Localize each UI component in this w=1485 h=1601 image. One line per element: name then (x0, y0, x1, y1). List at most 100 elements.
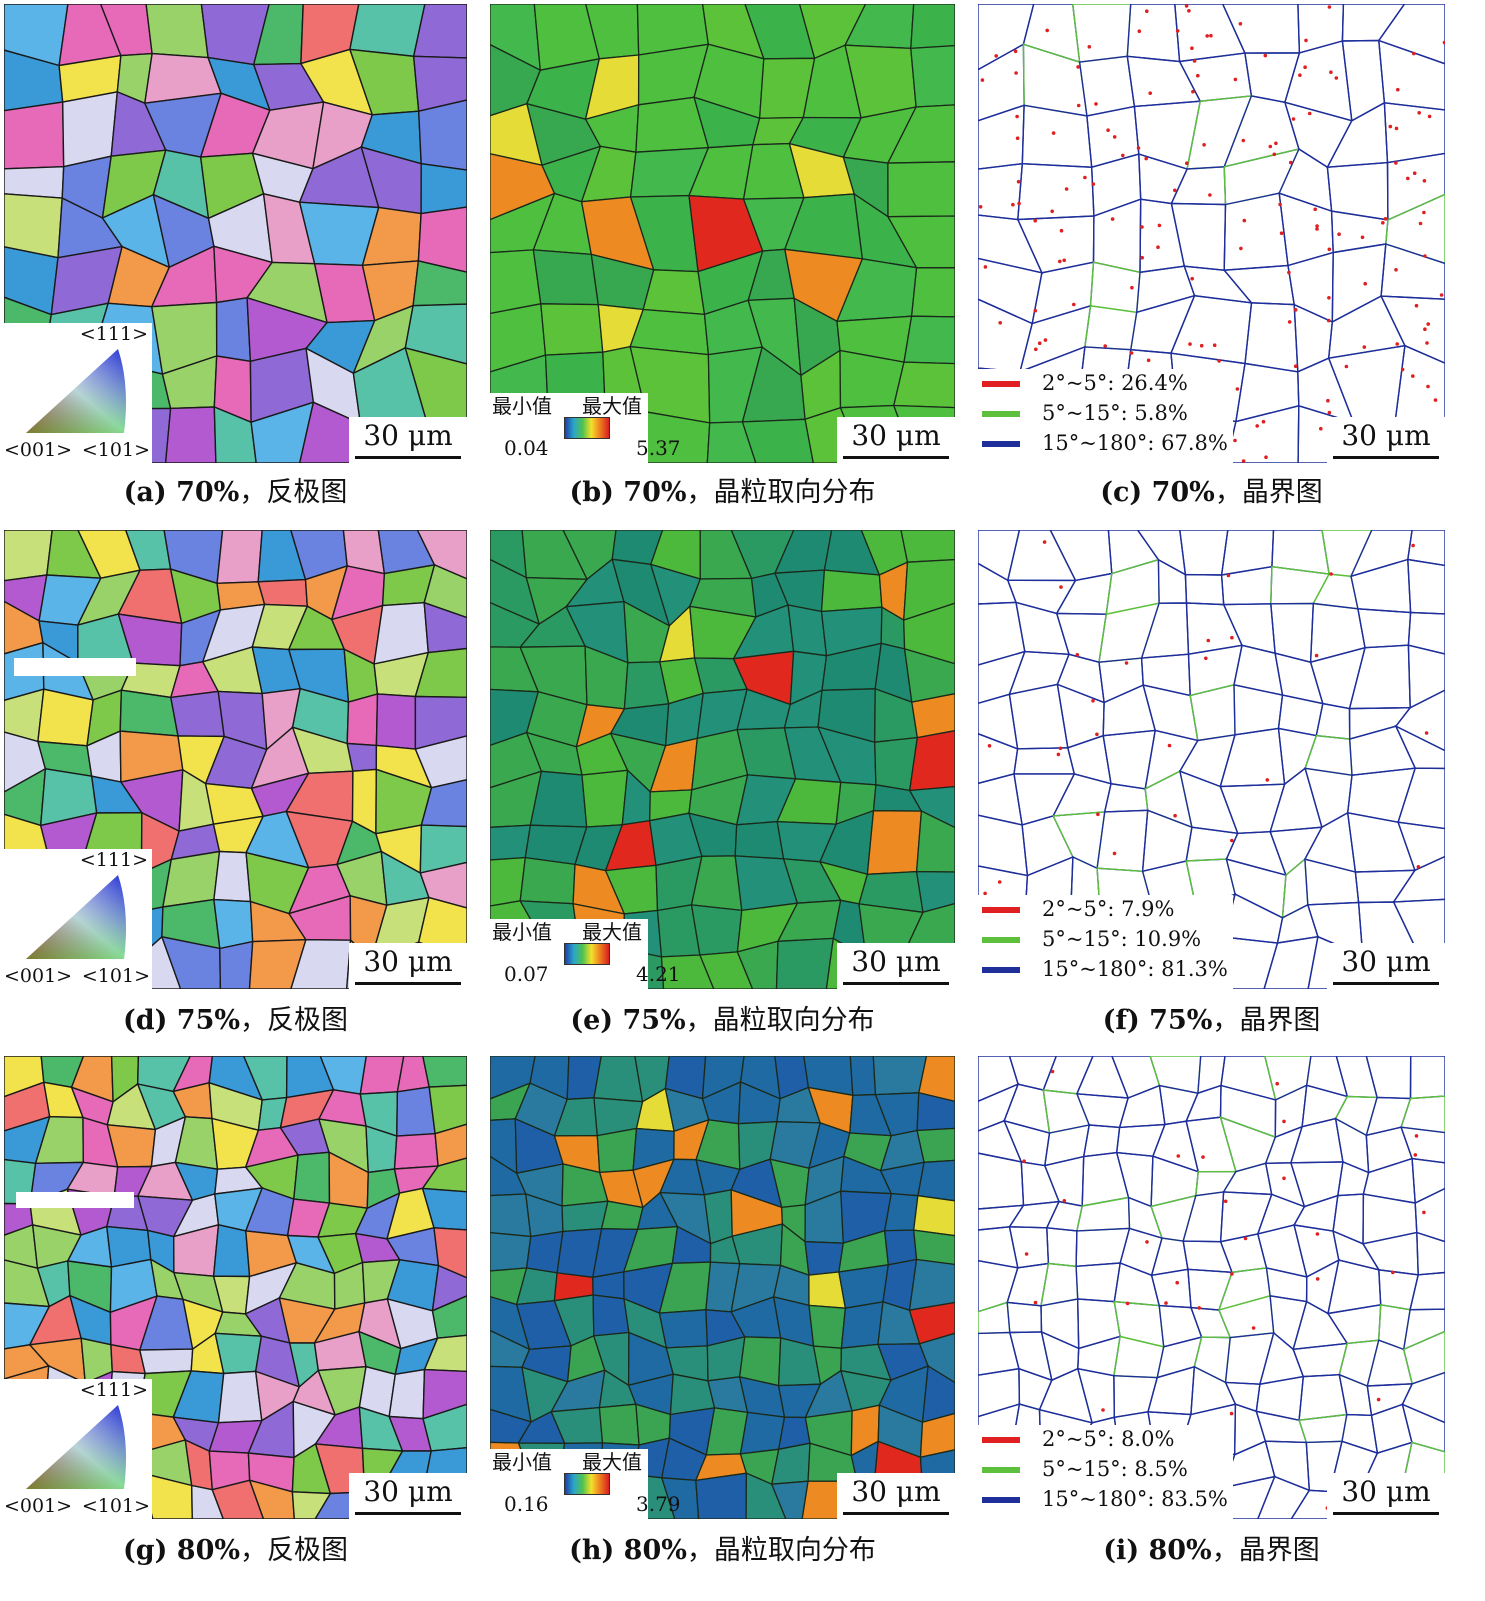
grain (1127, 1196, 1164, 1240)
low-angle-boundary-dot (1282, 1119, 1286, 1124)
low-angle-boundary-dot (1201, 1155, 1205, 1159)
grain (1401, 1403, 1445, 1453)
grain (1402, 1330, 1445, 1385)
grain (1003, 1119, 1051, 1167)
kam-min-label: 最小值 (492, 920, 552, 944)
kam-max-value: 4.21 (636, 962, 681, 986)
kam-map-e: 最小值 最大值 0.07 4.21 30 μm (490, 530, 955, 989)
grain (1102, 684, 1157, 737)
low-angle-boundary-dot (1011, 202, 1015, 207)
grain (734, 820, 785, 860)
scale-bar-label: 30 μm (363, 945, 453, 978)
ipf-key-111: <111> (79, 849, 148, 871)
grain (1326, 101, 1389, 168)
grain (695, 1472, 748, 1519)
grain (250, 401, 315, 463)
grain (1221, 4, 1301, 54)
grain (1017, 162, 1095, 221)
grain (745, 1472, 787, 1519)
grain (1235, 362, 1300, 423)
grain (404, 346, 467, 423)
grain (1365, 1056, 1412, 1100)
grain (1178, 733, 1236, 788)
grain (1350, 558, 1412, 614)
low-angle-boundary-dot (998, 321, 1002, 325)
low-angle-boundary-dot (1413, 1153, 1418, 1157)
grain (1289, 1117, 1344, 1164)
grain (169, 690, 226, 738)
grain (1217, 1294, 1275, 1339)
grain (1140, 602, 1190, 659)
low-angle-boundary-dot (1208, 193, 1212, 197)
low-angle-boundary-dot (1064, 187, 1069, 191)
grain (892, 361, 955, 409)
grain (490, 1193, 532, 1238)
grain (1149, 1056, 1202, 1095)
grain (422, 1056, 467, 1088)
low-angle-boundary-dot (980, 78, 985, 82)
low-angle-boundary-dot (1190, 276, 1194, 281)
low-angle-boundary-dot (1087, 45, 1092, 49)
grain (1157, 558, 1188, 604)
grain (422, 1368, 467, 1420)
low-angle-boundary-dot (1091, 699, 1095, 703)
ipf-color-key: <111> <001> <101> (4, 1379, 152, 1519)
gb-legend: 2°~5°: 7.9% 5°~15°: 10.9% 15°~180°: 81.3… (978, 895, 1233, 989)
low-angle-boundary-dot (1319, 426, 1323, 431)
low-angle-boundary-dot (1112, 851, 1117, 856)
grain (598, 1403, 640, 1446)
scale-bar-line (1333, 982, 1439, 985)
grain (1219, 1084, 1277, 1139)
caption-h-label: (h) 80% (569, 1535, 687, 1566)
grain (886, 215, 955, 269)
grain (808, 1304, 847, 1349)
scale-bar: 30 μm (349, 1473, 467, 1519)
grain (581, 769, 629, 828)
grain (1186, 95, 1253, 170)
grain (160, 935, 222, 989)
low-angle-boundary-dot (1327, 296, 1331, 300)
grain (915, 870, 955, 914)
grain (1338, 1373, 1373, 1417)
low-angle-boundary-dot (1315, 227, 1319, 231)
ipf-key-001: <001> (4, 439, 73, 461)
scale-bar-line (1333, 456, 1439, 459)
low-angle-boundary-dot (1391, 1270, 1395, 1275)
grain (414, 735, 467, 789)
grain (1401, 1371, 1445, 1424)
grain (1348, 706, 1412, 741)
low-angle-boundary-dot (1406, 176, 1410, 181)
grain (910, 4, 955, 50)
grain (887, 161, 955, 218)
grain (978, 162, 1024, 221)
low-angle-boundary-dot (1344, 364, 1349, 369)
grain (902, 558, 955, 622)
grain (1270, 565, 1331, 605)
caption-c-title: 晶界图 (1241, 477, 1323, 508)
low-angle-boundary-dot (1334, 76, 1339, 80)
grain (419, 824, 467, 874)
grain (248, 938, 307, 989)
grain (698, 951, 754, 989)
grain (1150, 1155, 1199, 1208)
low-angle-boundary-dot (1145, 9, 1149, 13)
low-angle-boundary-dot (1423, 254, 1427, 258)
grain (1341, 39, 1386, 122)
grain (490, 1231, 532, 1272)
low-angle-boundary-dot (1363, 281, 1367, 286)
gb-high-text: 15°~180°: 81.3% (1042, 957, 1228, 981)
low-angle-boundary-dot (1140, 225, 1144, 229)
scale-bar: 30 μm (1327, 417, 1445, 463)
grain (1184, 573, 1225, 606)
grain (213, 898, 254, 950)
low-angle-boundary-dot (1289, 160, 1293, 165)
low-angle-boundary-dot (1058, 746, 1063, 751)
kam-color-ramp (564, 1473, 610, 1495)
grain (519, 856, 576, 905)
ipf-key-101: <101> (81, 439, 150, 461)
gb-mid-swatch (982, 1467, 1020, 1473)
scale-bar-label: 30 μm (363, 419, 453, 452)
grain (1348, 644, 1411, 710)
low-angle-boundary-dot (1062, 258, 1066, 263)
grain (1141, 809, 1193, 873)
